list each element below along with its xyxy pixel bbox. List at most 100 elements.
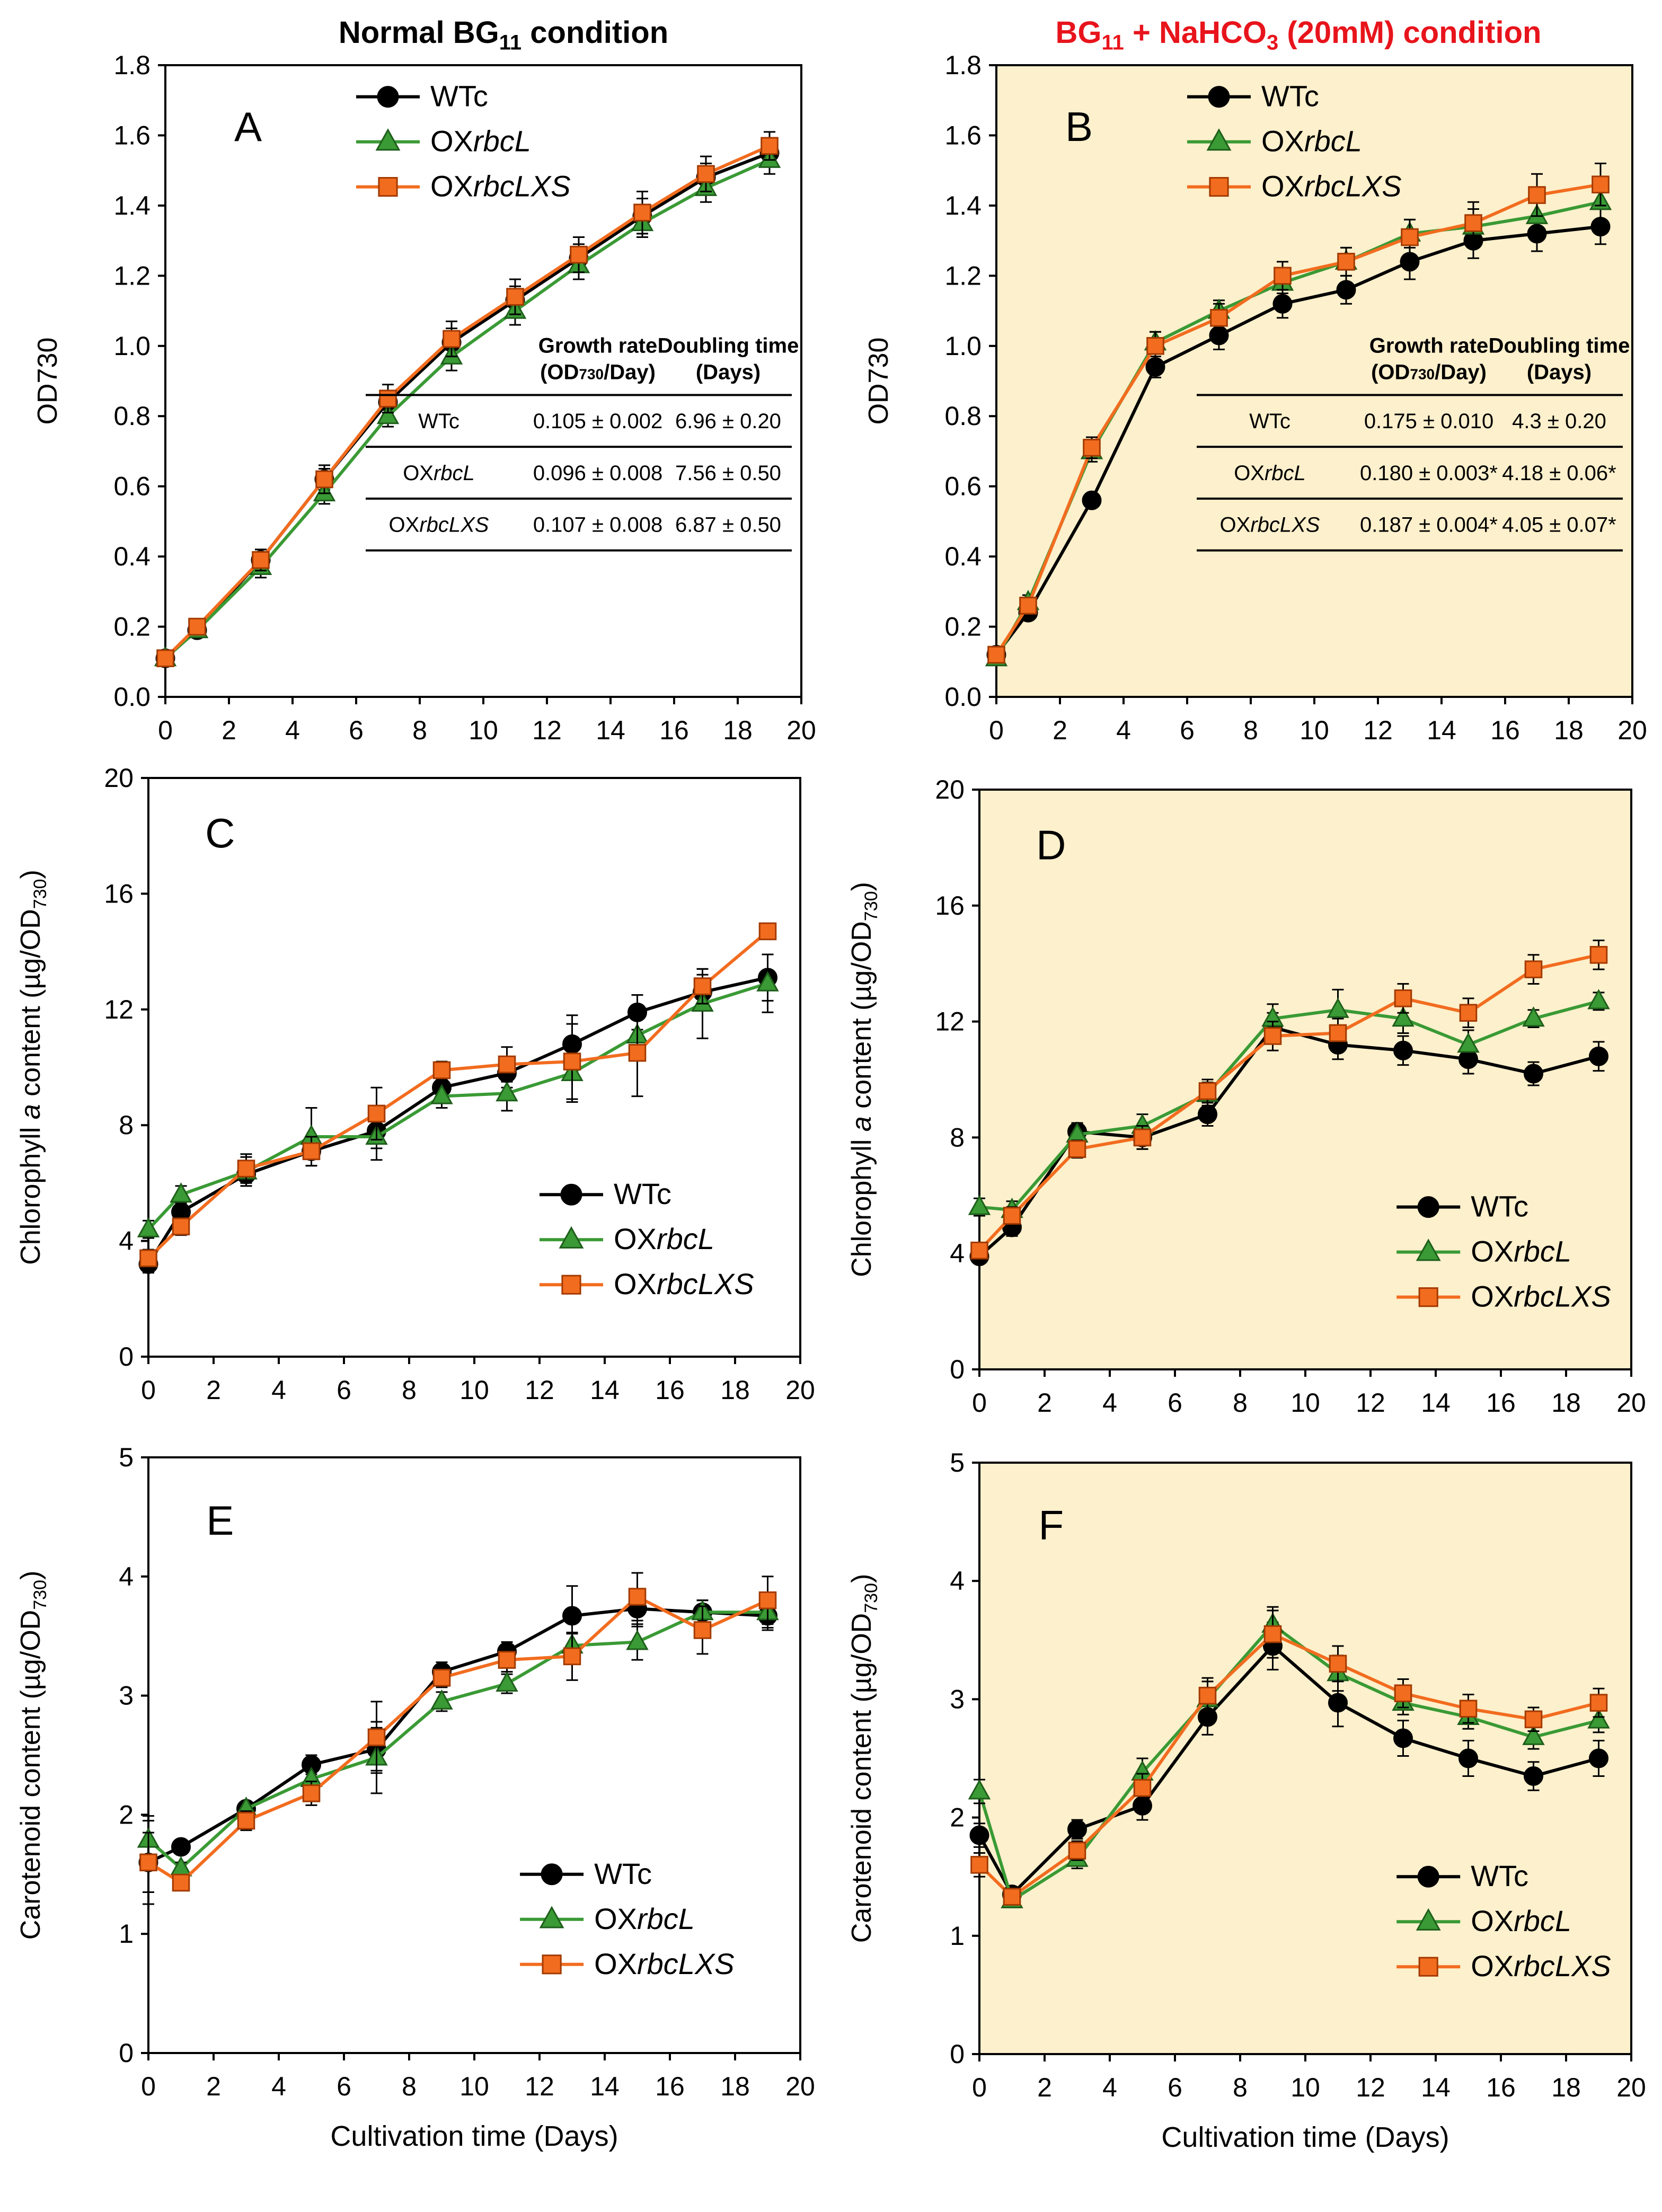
data-point-oxrbclxs <box>367 1104 386 1123</box>
data-point-oxrbclxs <box>302 1142 321 1161</box>
data-point-oxrbcl <box>170 1182 192 1203</box>
data-point-oxrbclxs <box>139 1853 157 1872</box>
data-point-oxrbclxs <box>570 245 588 264</box>
legend-marker-oxrbcl <box>539 1906 564 1928</box>
data-point-oxrbclxs <box>628 1588 647 1606</box>
legend-marker-oxrbclxs <box>1418 1957 1438 1977</box>
y-axis-label: OD730 <box>863 338 894 425</box>
data-point-oxrbclxs <box>1394 1684 1412 1703</box>
data-point-wtc <box>1458 1748 1478 1768</box>
data-point-oxrbcl <box>1327 997 1349 1018</box>
data-point-oxrbcl <box>1457 1032 1480 1053</box>
data-point-oxrbclxs <box>498 1055 516 1074</box>
legend-marker-oxrbcl <box>1416 1908 1441 1931</box>
x-tick-label: 10 <box>459 1375 489 1405</box>
x-tick-label: 10 <box>1299 715 1329 745</box>
table-growth-rate: 0.175 ± 0.010 <box>1364 410 1493 433</box>
data-point-oxrbclxs <box>1524 960 1543 978</box>
y-tick-label: 0.4 <box>944 542 982 571</box>
x-tick-label: 8 <box>412 715 427 745</box>
data-point-oxrbcl <box>137 1217 160 1237</box>
data-point-oxrbclxs <box>987 645 1005 664</box>
x-tick-label: 20 <box>1617 715 1647 745</box>
y-tick-label: 1.4 <box>944 191 982 220</box>
legend-marker-oxrbclxs <box>561 1275 581 1295</box>
y-tick-label: 2 <box>950 1803 965 1833</box>
x-tick-label: 14 <box>590 2072 620 2101</box>
x-tick-label: 2 <box>206 1375 221 1405</box>
data-point-wtc <box>969 1825 989 1845</box>
y-tick-label: 0.8 <box>113 401 151 431</box>
y-tick-label: 0.0 <box>944 682 982 712</box>
data-point-oxrbclxs <box>1589 1694 1608 1712</box>
data-point-oxrbclxs <box>432 1669 451 1687</box>
legend-label-oxrbcl: OXrbcL <box>1471 1904 1571 1937</box>
legend-label-oxrbcl: OXrbcL <box>594 1902 695 1935</box>
legend-marker-wtc <box>1417 1196 1439 1218</box>
x-tick-label: 4 <box>1102 1388 1117 1418</box>
x-tick-label: 6 <box>337 1375 351 1405</box>
y-tick-label: 1.8 <box>944 50 982 80</box>
x-tick-label: 8 <box>402 2072 417 2101</box>
data-point-oxrbclxs <box>432 1061 451 1080</box>
legend-marker-oxrbclxs <box>378 177 398 197</box>
x-tick-label: 18 <box>1551 2073 1581 2102</box>
data-point-oxrbclxs <box>1329 1024 1347 1042</box>
x-tick-label: 14 <box>596 715 625 745</box>
data-point-oxrbclxs <box>1528 186 1546 204</box>
x-tick-label: 10 <box>468 715 498 745</box>
x-tick-label: 18 <box>720 2072 750 2101</box>
y-tick-label: 8 <box>950 1122 965 1152</box>
x-tick-label: 10 <box>459 2072 489 2101</box>
y-tick-label: 2 <box>119 1800 134 1829</box>
table-header-doubling-time: Doubling time <box>658 334 799 357</box>
x-tick-label: 16 <box>1490 715 1520 745</box>
data-point-oxrbclxs <box>1210 309 1228 327</box>
y-tick-label: 8 <box>119 1110 134 1140</box>
legend-label-oxrbclxs: OXrbcLXS <box>1471 1949 1611 1983</box>
y-tick-label: 20 <box>104 763 134 793</box>
data-point-oxrbclxs <box>1133 1128 1152 1147</box>
data-point-oxrbcl <box>496 1081 518 1102</box>
table-growth-rate: 0.187 ± 0.004* <box>1360 514 1498 537</box>
y-tick-label: 1.0 <box>113 331 151 361</box>
data-point-oxrbclxs <box>1133 1779 1152 1797</box>
legend-marker-oxrbclxs <box>542 1954 562 1975</box>
x-tick-label: 14 <box>1427 715 1456 745</box>
data-point-oxrbclxs <box>237 1811 255 1830</box>
data-point-oxrbclxs <box>1083 439 1101 457</box>
x-tick-label: 6 <box>1168 2073 1182 2102</box>
data-point-oxrbcl <box>430 1689 453 1710</box>
y-tick-label: 4 <box>950 1566 965 1596</box>
x-tick-label: 18 <box>720 1375 750 1405</box>
table-growth-rate: 0.180 ± 0.003* <box>1360 462 1498 485</box>
data-point-oxrbclxs <box>563 1647 581 1666</box>
y-tick-label: 0 <box>950 1355 965 1384</box>
x-tick-label: 10 <box>1290 1388 1320 1418</box>
y-tick-label: 0.0 <box>113 682 151 712</box>
x-axis-label: Cultivation time (Days) <box>1161 2121 1449 2153</box>
table-doubling-time: 6.87 ± 0.50 <box>675 514 781 537</box>
x-tick-label: 16 <box>655 2072 685 2101</box>
x-tick-label: 12 <box>1356 1388 1385 1418</box>
series-line-oxrbclxs <box>147 1595 768 1884</box>
x-tick-label: 10 <box>1290 2073 1320 2102</box>
panel-label: E <box>206 1497 234 1544</box>
legend-label-wtc: WTc <box>1261 79 1319 113</box>
table-header-growth-rate: Growth rate <box>538 334 657 357</box>
y-axis-label: OD730 <box>32 338 63 425</box>
x-tick-label: 12 <box>1363 715 1393 745</box>
table-row-name: OXrbcL <box>1234 462 1306 485</box>
legend-label-oxrbclxs: OXrbcLXS <box>1471 1280 1611 1313</box>
x-tick-label: 0 <box>972 2073 987 2102</box>
table-growth-rate: 0.096 ± 0.008 <box>533 462 662 485</box>
data-point-oxrbclxs <box>1068 1140 1086 1158</box>
panel-label: B <box>1065 103 1093 150</box>
legend-label-oxrbclxs: OXrbcLXS <box>430 170 571 203</box>
data-point-oxrbclxs <box>1274 267 1292 285</box>
data-point-oxrbclxs <box>1589 945 1608 964</box>
legend-marker-wtc <box>1417 1865 1439 1888</box>
y-tick-label: 12 <box>104 995 134 1024</box>
x-tick-label: 8 <box>1243 715 1258 745</box>
